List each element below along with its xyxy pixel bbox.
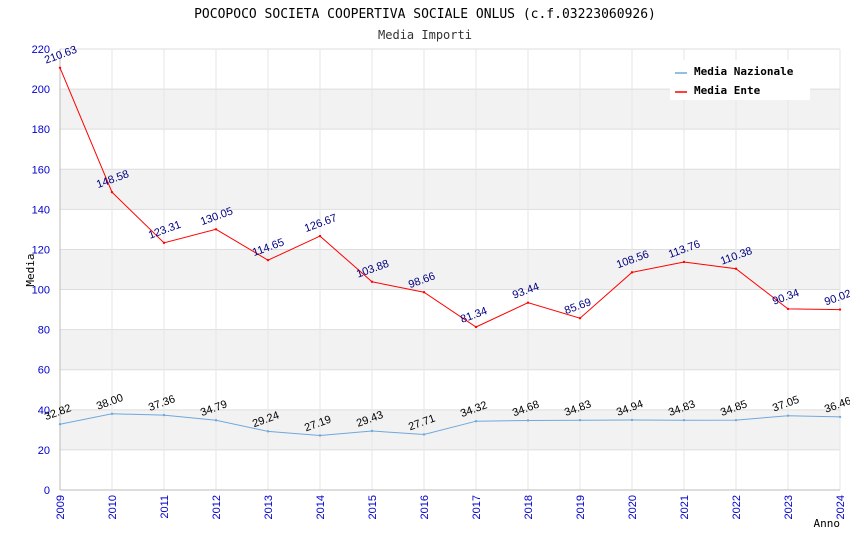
data-point	[422, 433, 426, 436]
x-tick-label: 2022	[731, 495, 743, 519]
x-tick-label: 2015	[367, 495, 379, 519]
legend-label-media-ente: Media Ente	[694, 84, 761, 97]
data-point	[786, 307, 790, 311]
data-point	[214, 228, 218, 231]
data-point	[58, 423, 62, 426]
data-point	[786, 414, 790, 417]
data-point	[838, 308, 842, 311]
y-tick-label: 200	[32, 84, 50, 96]
x-axis-label: Anno	[814, 517, 841, 530]
data-point	[630, 418, 634, 422]
y-axis-ticks: 0 20 40 60 80 100 120 140 160 180 200 220	[32, 44, 50, 497]
x-tick-label: 2012	[211, 495, 223, 519]
x-tick-label: 2017	[471, 495, 483, 519]
x-tick-label: 2014	[315, 495, 327, 519]
x-axis-ticks: 2009 2010 2011 2012 2013 2014 2015 2016 2017 2018…	[55, 495, 847, 519]
data-point	[214, 419, 218, 422]
x-tick-label: 2019	[575, 495, 587, 519]
plot-band	[60, 449, 840, 490]
x-tick-label: 2009	[55, 495, 67, 519]
y-tick-label: 100	[32, 285, 50, 297]
y-tick-label: 160	[32, 164, 50, 176]
chart-title: POCOPOCO SOCIETA COOPERTIVA SOCIALE ONLU…	[194, 7, 656, 22]
data-point	[578, 317, 582, 320]
data-point	[162, 241, 166, 245]
x-tick-label: 2018	[523, 495, 535, 519]
chart-subtitle: Media Importi	[378, 28, 472, 42]
x-tick-label: 2021	[679, 495, 691, 519]
plot-band	[60, 249, 840, 290]
data-point	[266, 430, 270, 433]
series-line-media-nazionale	[59, 413, 841, 437]
x-tick-label: 2020	[627, 495, 639, 519]
data-point	[526, 301, 530, 304]
series-layer	[58, 66, 842, 437]
y-tick-label: 140	[32, 204, 50, 216]
data-point	[162, 413, 166, 417]
data-point	[318, 234, 322, 238]
data-point	[838, 415, 842, 419]
x-tick-label: 2011	[159, 495, 171, 519]
data-point	[370, 280, 374, 283]
y-tick-label: 120	[32, 244, 50, 256]
legend-box	[670, 60, 810, 100]
data-point	[318, 434, 322, 437]
legend: Media Nazionale Media Ente	[670, 60, 810, 100]
data-point	[474, 420, 478, 423]
series-line-media-ente	[59, 67, 841, 328]
x-tick-label: 2010	[107, 495, 119, 519]
data-point	[370, 429, 374, 433]
y-tick-label: 220	[32, 44, 50, 56]
y-tick-label: 20	[38, 445, 50, 457]
data-point	[474, 325, 478, 329]
data-point	[266, 258, 270, 262]
plot-band	[60, 209, 840, 250]
y-tick-label: 180	[32, 124, 50, 136]
plot-band	[60, 409, 840, 450]
plot-band	[60, 129, 840, 170]
data-point	[682, 260, 686, 264]
x-tick-label: 2016	[419, 495, 431, 519]
data-point	[682, 418, 686, 422]
y-tick-label: 80	[38, 325, 50, 337]
data-point	[734, 418, 738, 422]
x-tick-label: 2023	[783, 495, 795, 519]
data-point	[526, 419, 530, 422]
legend-label-media-nazionale: Media Nazionale	[694, 65, 794, 78]
data-point	[630, 271, 634, 274]
data-point	[58, 66, 62, 69]
plot-background-bands	[60, 49, 840, 490]
data-point	[578, 418, 582, 422]
x-tick-label: 2024	[835, 495, 847, 519]
y-tick-label: 60	[38, 365, 50, 377]
plot-band	[60, 329, 840, 370]
data-point	[422, 291, 426, 294]
y-tick-label: 40	[38, 405, 50, 417]
x-tick-label: 2013	[263, 495, 275, 519]
y-tick-label: 0	[44, 485, 50, 497]
plot-band	[60, 369, 840, 410]
data-point	[734, 267, 738, 270]
data-point	[110, 412, 114, 416]
plot-band	[60, 169, 840, 210]
data-point	[110, 190, 114, 194]
y-axis-label: Media	[24, 253, 37, 286]
